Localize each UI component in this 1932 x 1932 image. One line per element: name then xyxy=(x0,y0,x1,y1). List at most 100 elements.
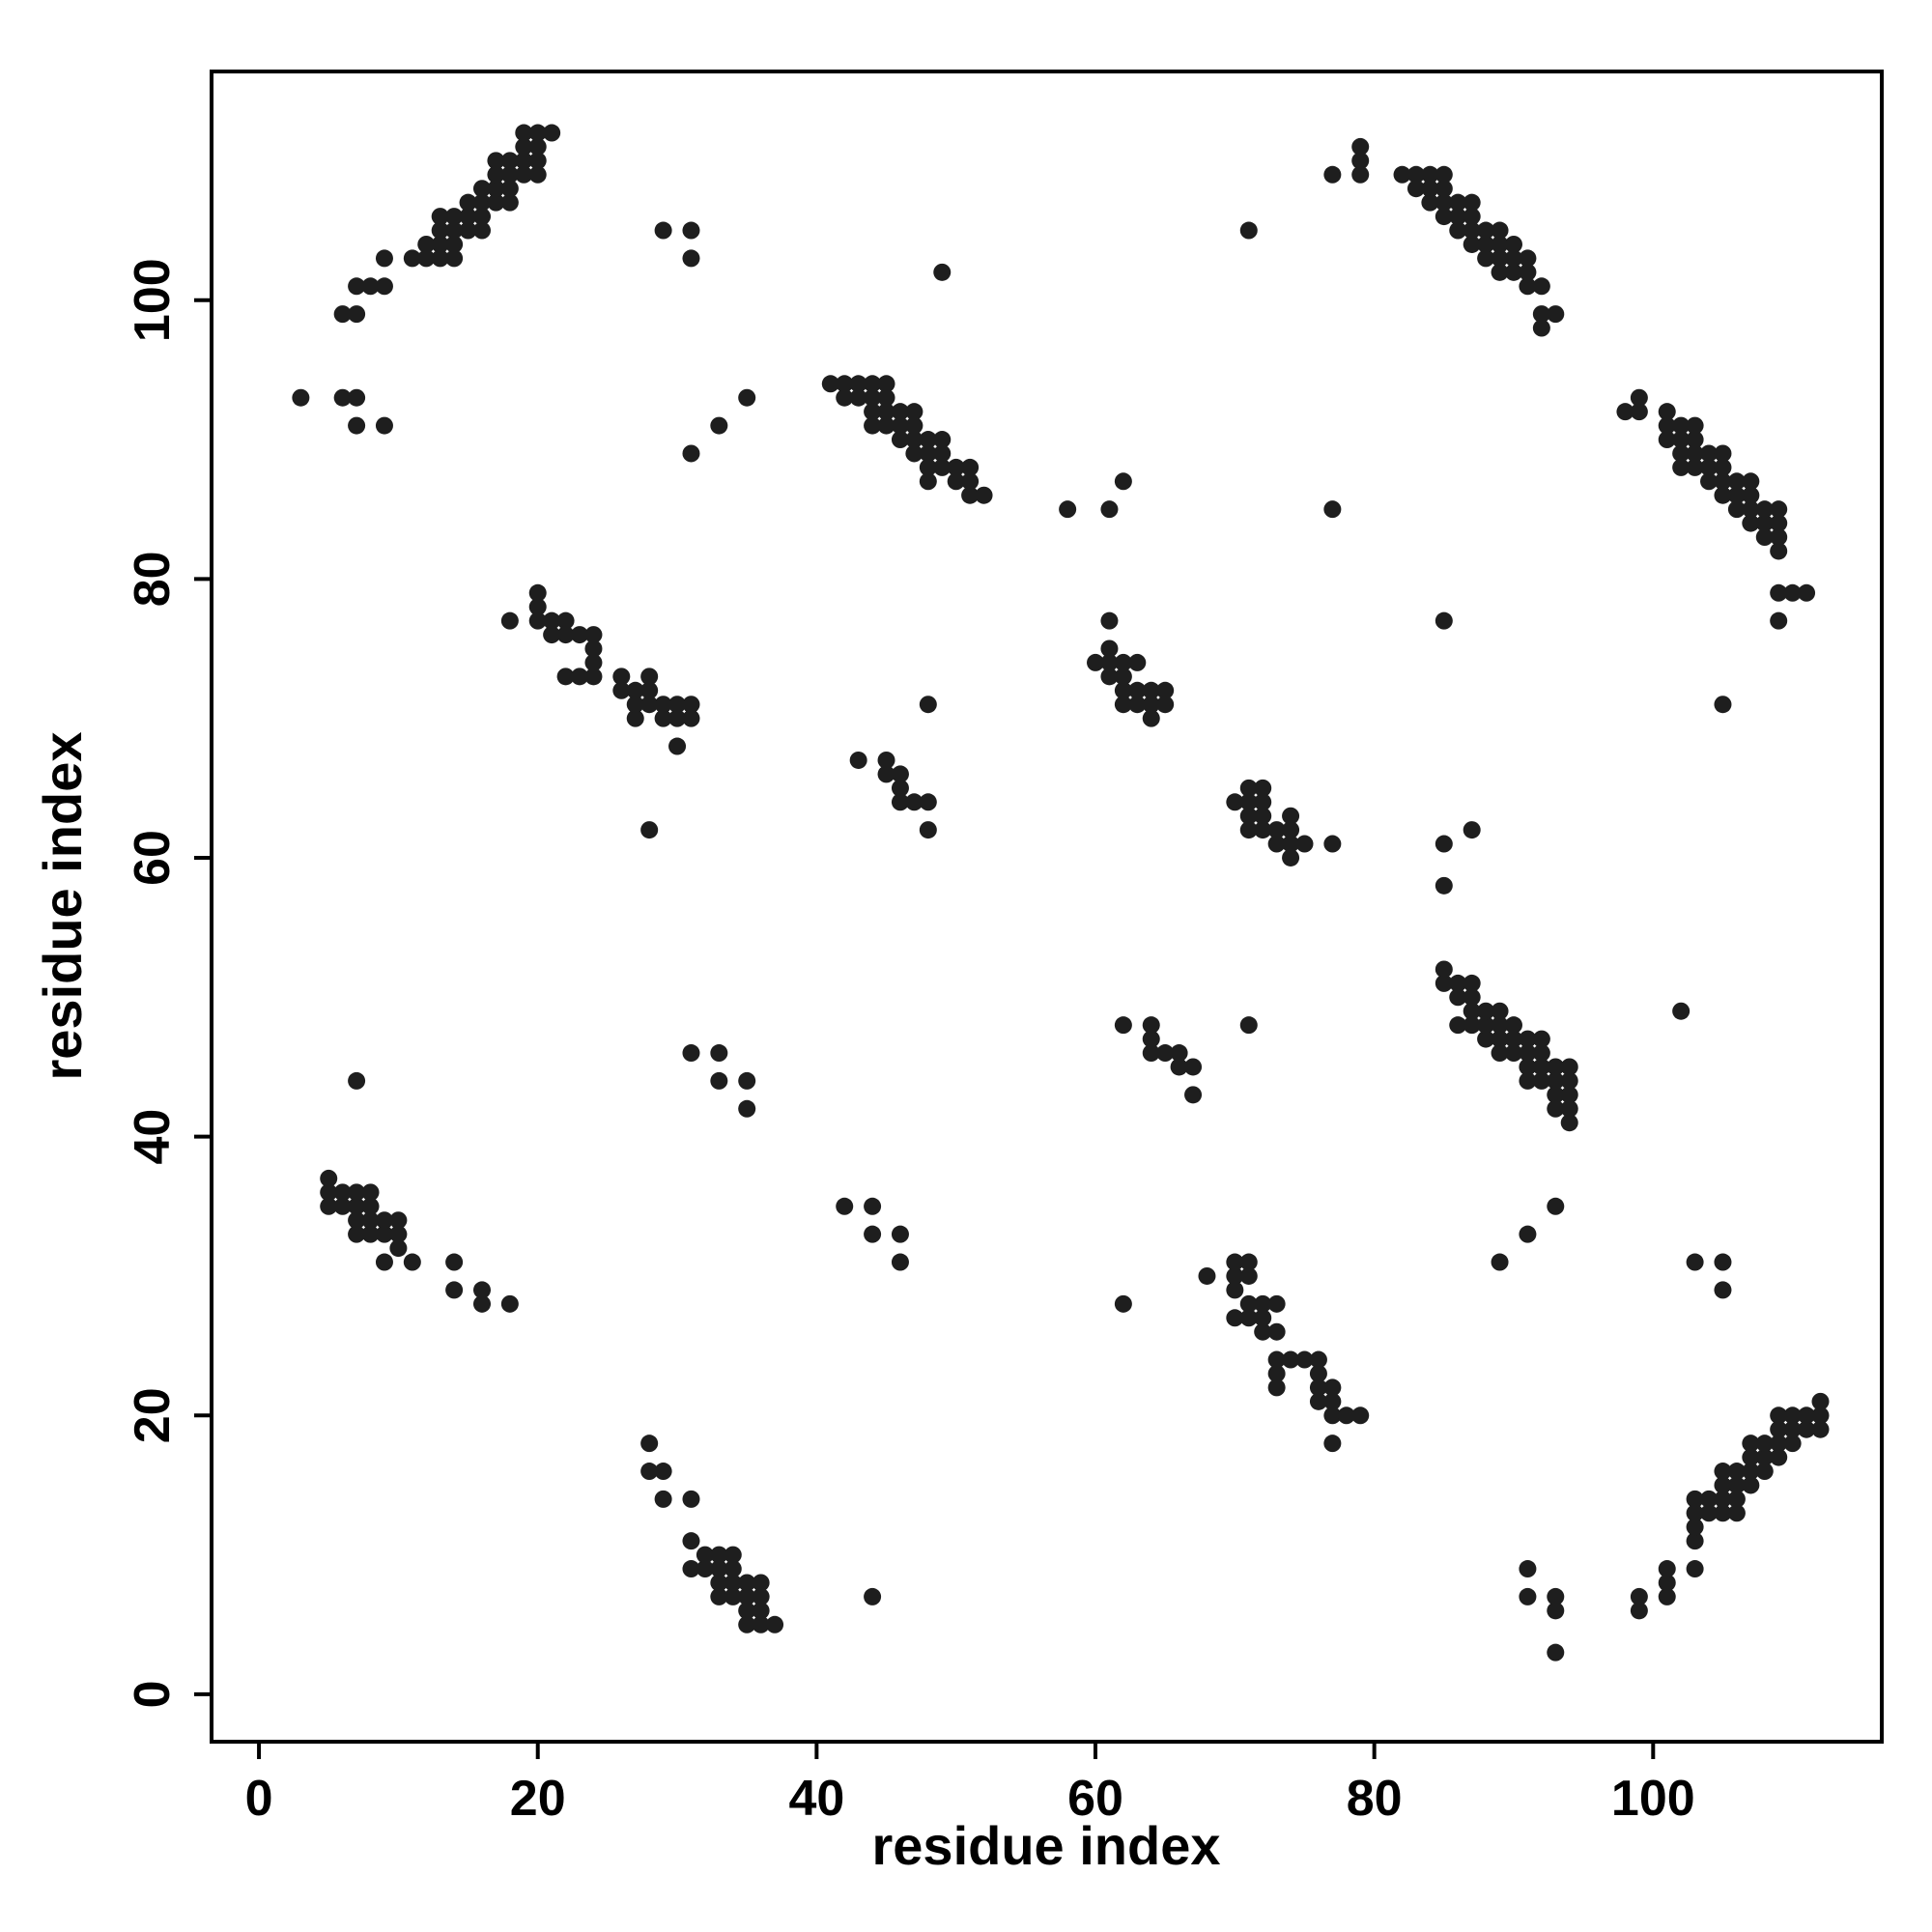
point xyxy=(571,626,589,644)
point xyxy=(919,444,937,463)
point xyxy=(1282,821,1300,839)
point xyxy=(891,765,909,783)
point xyxy=(961,458,980,476)
point xyxy=(472,193,491,212)
point xyxy=(905,444,923,463)
point xyxy=(1700,444,1719,463)
point xyxy=(1700,458,1719,476)
point xyxy=(1435,165,1453,184)
point xyxy=(640,696,659,714)
point xyxy=(1532,277,1550,296)
point xyxy=(431,235,449,253)
point xyxy=(905,431,923,449)
point xyxy=(1560,1099,1578,1118)
point xyxy=(1727,1490,1746,1508)
point xyxy=(1491,249,1509,268)
point xyxy=(1770,500,1788,519)
point xyxy=(1560,1114,1578,1132)
point xyxy=(975,486,993,504)
point xyxy=(1770,1420,1788,1438)
point xyxy=(864,375,882,393)
point xyxy=(1477,235,1495,253)
point xyxy=(1295,1350,1314,1369)
point xyxy=(515,137,533,156)
point xyxy=(1755,1448,1774,1466)
point xyxy=(1239,221,1258,240)
point xyxy=(1532,1058,1550,1076)
point xyxy=(1309,1350,1327,1369)
point xyxy=(1811,1392,1830,1410)
point xyxy=(584,639,603,658)
point xyxy=(933,263,952,281)
x-axis-title: residue index xyxy=(871,1815,1220,1876)
point xyxy=(1114,668,1132,686)
point xyxy=(361,1197,380,1215)
point xyxy=(1742,1435,1760,1453)
point xyxy=(1700,1504,1719,1522)
point xyxy=(933,431,952,449)
point xyxy=(515,165,533,184)
point xyxy=(375,277,393,296)
point xyxy=(543,124,561,142)
point xyxy=(877,751,895,769)
point xyxy=(1783,1406,1802,1425)
point xyxy=(1547,1602,1565,1620)
point xyxy=(1477,1030,1495,1048)
point xyxy=(1114,696,1132,714)
point xyxy=(1783,1420,1802,1438)
point xyxy=(1226,1253,1244,1271)
point xyxy=(947,458,965,476)
point xyxy=(375,416,393,435)
point xyxy=(1449,1016,1467,1035)
point xyxy=(1686,416,1704,435)
point xyxy=(1282,835,1300,853)
point xyxy=(556,668,575,686)
point xyxy=(1267,1378,1286,1397)
point xyxy=(445,1253,464,1271)
point xyxy=(864,416,882,435)
point xyxy=(389,1239,408,1258)
point xyxy=(1239,1266,1258,1285)
point xyxy=(1714,1463,1732,1481)
point xyxy=(445,235,464,253)
point xyxy=(710,1071,728,1090)
point xyxy=(1658,403,1676,421)
point xyxy=(864,1225,882,1243)
point xyxy=(1435,208,1453,226)
point xyxy=(528,598,547,616)
point xyxy=(1504,1016,1522,1035)
point xyxy=(640,668,659,686)
point xyxy=(1700,1490,1719,1508)
point xyxy=(1351,137,1370,156)
point xyxy=(1463,208,1481,226)
point xyxy=(640,821,659,839)
point xyxy=(1519,249,1537,268)
point xyxy=(919,458,937,476)
point xyxy=(1254,1294,1272,1313)
point xyxy=(1477,249,1495,268)
point xyxy=(864,403,882,421)
point xyxy=(1449,974,1467,992)
point xyxy=(1630,1602,1648,1620)
point xyxy=(556,626,575,644)
point xyxy=(1421,180,1439,198)
point xyxy=(905,793,923,811)
point xyxy=(877,416,895,435)
point xyxy=(500,180,519,198)
point xyxy=(1519,277,1537,296)
point xyxy=(710,1587,728,1605)
point xyxy=(682,444,700,463)
point xyxy=(668,709,687,727)
point xyxy=(849,388,867,407)
point xyxy=(1770,542,1788,560)
point xyxy=(1323,835,1342,853)
point xyxy=(584,626,603,644)
point xyxy=(1184,1086,1203,1104)
point xyxy=(1616,403,1634,421)
point xyxy=(515,124,533,142)
point xyxy=(1727,472,1746,491)
point xyxy=(1170,1058,1188,1076)
point xyxy=(1727,1476,1746,1494)
point xyxy=(1672,458,1690,476)
point xyxy=(1351,1406,1370,1425)
